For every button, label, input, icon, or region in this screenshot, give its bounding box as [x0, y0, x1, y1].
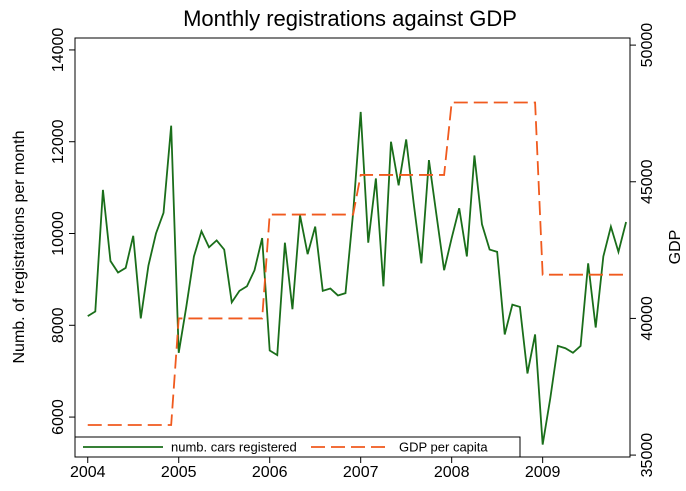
y-tick-label: 10000 — [50, 211, 67, 256]
y-tick-label: 8000 — [50, 307, 67, 343]
legend: numb. cars registered GDP per capita — [74, 436, 521, 458]
x-tick-label: 2008 — [434, 464, 470, 481]
y-tick-label: 12000 — [50, 119, 67, 164]
y2-tick-label: 50000 — [639, 23, 656, 68]
y-axis-label: Numb. of registrations per month — [11, 131, 28, 364]
legend-box — [74, 436, 521, 458]
x-tick-label: 2006 — [252, 464, 288, 481]
legend-label: numb. cars registered — [171, 439, 297, 454]
legend-label: GDP per capita — [399, 439, 488, 454]
y2-tick-label: 40000 — [639, 296, 656, 341]
y-tick-label: 6000 — [50, 399, 67, 435]
x-tick-label: 2004 — [70, 464, 106, 481]
y2-tick-label: 35000 — [639, 433, 656, 478]
data-line — [87, 111, 627, 445]
x-tick-label: 2009 — [525, 464, 561, 481]
y-tick-label: 14000 — [50, 28, 67, 73]
x-tick-label: 2007 — [343, 464, 379, 481]
chart-title: Monthly registrations against GDP — [183, 6, 517, 31]
y2-axis-label: GDP — [667, 230, 684, 265]
x-tick-label: 2005 — [161, 464, 197, 481]
y2-tick-label: 45000 — [639, 159, 656, 204]
data-line — [87, 101, 627, 426]
